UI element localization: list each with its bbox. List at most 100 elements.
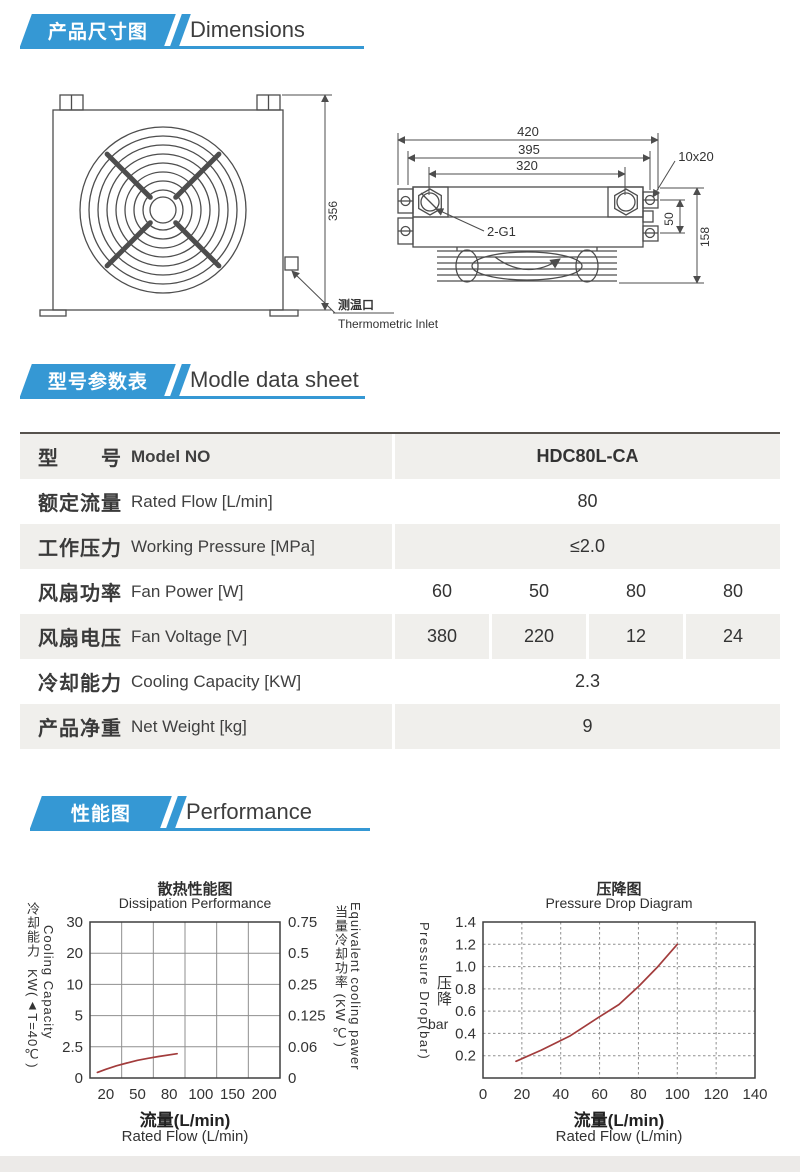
tick-label: 200 [252,1086,277,1103]
tick-label: 2.5 [62,1039,83,1056]
value-cell: 380 [395,614,489,659]
tick-label: 1.2 [455,936,476,953]
chart-subtitle: Dissipation Performance [118,895,272,911]
x-axis-label-en: Rated Flow (L/min) [121,1128,249,1145]
row-label: 风扇电压 Fan Voltage [V] [20,614,392,659]
tick-label: 0.8 [455,981,476,998]
dim-395-label: 395 [518,142,540,157]
row-label: 产品净重 Net Weight [kg] [20,704,392,749]
table-row: 产品净重 Net Weight [kg] 9 [20,704,780,749]
table-row: 工作压力 Working Pressure [MPa] ≤2.0 [20,524,780,569]
value-cell: 80 [577,491,598,511]
tick-label: 5 [75,1008,83,1025]
slot-size-label: 10x20 [678,149,713,164]
tick-label: 0.6 [455,1003,476,1020]
port-hex-left [418,188,442,216]
chart-subtitle: Pressure Drop Diagram [545,895,693,911]
section-tab-zh: 性能图 [70,803,131,825]
value-cell: HDC80L-CA [395,434,780,479]
y-axis-label-left-zh: 冷却能力 KW(▲T=40℃) [23,902,42,1068]
grille-spokes [104,151,222,269]
tick-label: 0.06 [288,1039,317,1056]
value-cell: ≤2.0 [395,524,780,569]
front-dimension-lines [282,94,394,314]
dim-420-label: 420 [517,124,539,139]
row-label: 工作压力 Working Pressure [MPa] [20,524,392,569]
page-bottom-strip [0,1156,800,1172]
tick-label: 20 [97,1086,114,1103]
section-tab-zh: 产品尺寸图 [47,21,148,43]
front-view [39,94,299,317]
y-axis-label-left-en: Cooling Capacity [41,925,56,1040]
row-label: 冷却能力 Cooling Capacity [KW] [20,659,392,704]
value-cell: 80 [625,581,647,601]
chart-title: 散热性能图 [157,881,233,898]
y-axis-label-en: Pressure Drop(bar) [417,922,432,1061]
chart-pressure-drop: 压降图 Pressure Drop Diagram 1.4 1.2 1.0 0.8 0.… [405,875,790,1172]
x-axis-label-en: Rated Flow (L/min) [555,1128,683,1145]
plot-border [89,921,281,1079]
row-label-en: Cooling Capacity [KW] [131,671,302,691]
y-axis-label-right-en: Equivalent cooling pawer [348,902,363,1071]
row-values: 2.3 [395,659,780,704]
y-axis-label-zh: 压降 [435,975,452,1007]
row-label-en: Rated Flow [L/min] [131,491,273,511]
value-cell: 80 [722,581,744,601]
tick-label: 120 [704,1086,729,1103]
table-row: 风扇功率 Fan Power [W] 60 50 80 80 [20,569,780,614]
x-axis-label-zh: 流量(L/min) [139,1111,231,1130]
tick-label: 80 [630,1086,647,1103]
chart-dissipation: 散热性能图 Dissipation Performance 30 20 10 5 2.5… [15,875,400,1172]
top-view [397,186,659,283]
plot-border [482,921,756,1079]
row-values: 60 50 80 80 [395,569,780,614]
section-underline [20,46,364,49]
row-label-zh: 风扇电压 [38,628,122,650]
fan-grille [79,126,247,294]
tick-label: 1.0 [455,959,476,976]
row-values: HDC80L-CA [395,434,780,479]
dim-356-label: 356 [326,201,340,221]
tick-label: 0 [479,1086,487,1103]
section-title-datasheet: Modle data sheet [190,367,359,392]
value-cell: 50 [528,581,550,601]
section-underline [30,828,370,831]
tick-label: 140 [742,1086,767,1103]
value-cell: 9 [395,704,780,749]
row-values: 80 [395,479,780,524]
thermometric-inlet-port [284,256,299,271]
section-title-performance: Performance [186,799,312,824]
series-pressure-drop-bar [515,943,679,1063]
tick-label: 150 [220,1086,245,1103]
section-tab-zh: 型号参数表 [47,371,148,393]
section-title-dimensions: Dimensions [190,17,305,42]
plot-area: 1.4 1.2 1.0 0.8 0.6 0.4 0.2 0 20 40 60 80 100 120 140 [455,914,767,1103]
y-axis-label-unit: bar [428,1016,449,1032]
value-cell: 60 [431,581,453,601]
y-axis-label-right-zh: 当量冷却功率 (KW ℃) [333,905,348,1048]
chart-title: 压降图 [596,881,642,898]
tick-label: 0.75 [288,914,317,931]
section-underline [20,396,365,399]
series-cooling-capacity-kw [96,1052,178,1074]
dimensions-drawing: 356 测温口 Thermometric Inlet [39,94,714,331]
plot-area: 30 20 10 5 2.5 0 0.75 0.5 0.25 0.125 0.06 0 20 50 80 10… [62,914,325,1103]
y-axis-label-unit-text: KW(▲T=40℃) [25,968,40,1069]
fan-housing-side [437,247,617,283]
row-label-zh: 产品净重 [38,718,122,740]
mounting-holes [398,194,658,239]
tick-label: 60 [591,1086,608,1103]
row-label-zh: 型 号 [38,448,122,470]
tick-label: 0.5 [288,945,309,962]
tick-label: 20 [514,1086,531,1103]
thermometric-label-en: Thermometric Inlet [338,317,439,331]
tick-label: 50 [129,1086,146,1103]
port-hex-right [614,188,638,216]
table-row: 冷却能力 Cooling Capacity [KW] 2.3 [20,659,780,704]
row-label: 型 号 Model NO [20,434,392,479]
tick-label: 0 [75,1070,83,1087]
row-label-en: Net Weight [kg] [131,716,247,736]
row-values: 9 [395,704,780,749]
table-row: 风扇电压 Fan Voltage [V] 380 220 12 24 [20,614,780,659]
dim-50-label: 50 [662,212,676,226]
